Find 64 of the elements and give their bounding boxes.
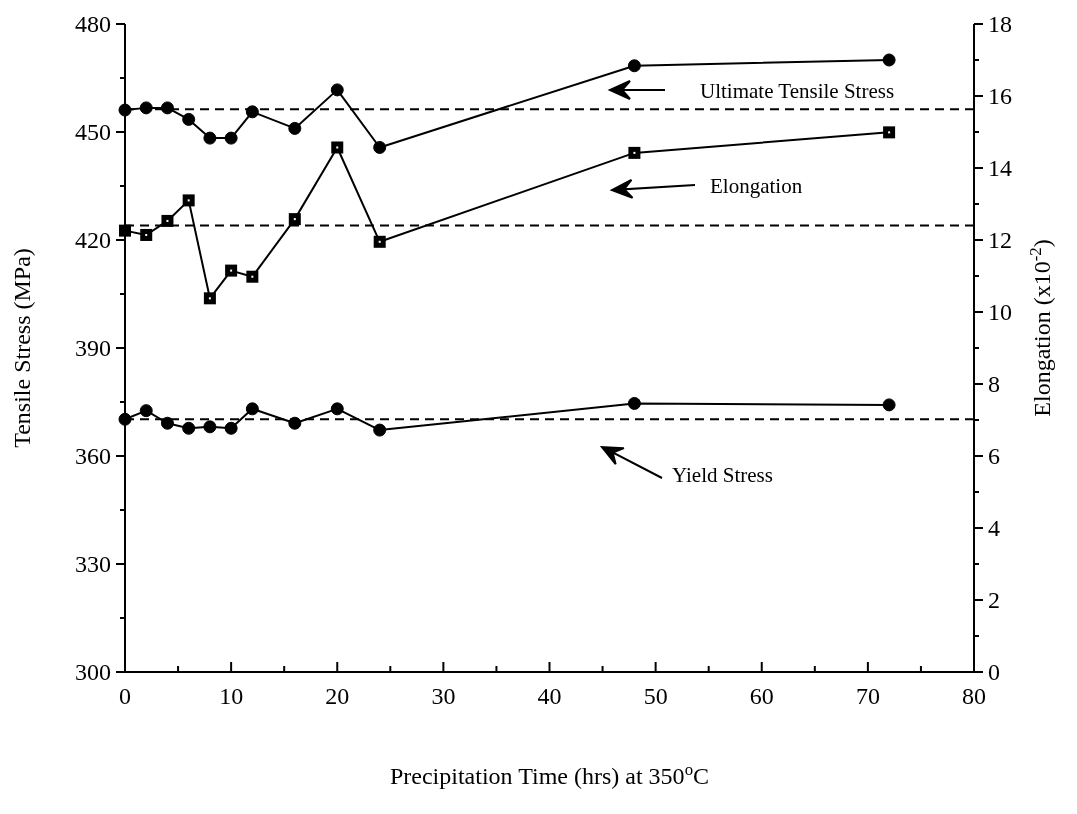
y2-tick-label: 16 bbox=[988, 83, 1012, 109]
point bbox=[203, 131, 217, 145]
point bbox=[246, 270, 259, 283]
y-tick-label: 360 bbox=[75, 443, 111, 469]
x-tick-label: 80 bbox=[962, 683, 986, 709]
point bbox=[882, 53, 896, 67]
point bbox=[182, 112, 196, 126]
y2-tick-label: 6 bbox=[988, 443, 1000, 469]
point bbox=[288, 121, 302, 135]
point bbox=[160, 101, 174, 115]
point bbox=[140, 228, 153, 241]
point bbox=[224, 421, 238, 435]
point bbox=[627, 59, 641, 73]
y-tick-label: 480 bbox=[75, 11, 111, 37]
x-tick-label: 60 bbox=[749, 683, 774, 709]
y-axis-title: Tensile Stress (MPa) bbox=[9, 248, 35, 448]
point bbox=[330, 83, 344, 97]
point bbox=[331, 141, 344, 154]
point bbox=[245, 105, 259, 119]
x-axis-title: Precipitation Time (hrs) at 350$^{o}$C bbox=[389, 759, 710, 789]
y2-tick-label: 18 bbox=[988, 11, 1012, 37]
y2-tick-label: 12 bbox=[988, 227, 1012, 253]
x-tick-label: 10 bbox=[219, 683, 244, 709]
point bbox=[203, 292, 216, 305]
point bbox=[628, 146, 641, 159]
point bbox=[288, 213, 301, 226]
y-tick-label: 420 bbox=[75, 227, 111, 253]
legend-label: Yield Stress bbox=[672, 463, 773, 487]
y-tick-label: 300 bbox=[75, 659, 111, 685]
point bbox=[160, 416, 174, 430]
point bbox=[182, 421, 196, 435]
x-tick-label: 20 bbox=[325, 683, 350, 709]
point bbox=[373, 140, 387, 154]
x-tick-label: 70 bbox=[855, 683, 880, 709]
y2-tick-label: 10 bbox=[988, 299, 1012, 325]
point bbox=[203, 420, 217, 434]
point bbox=[161, 214, 174, 227]
y2-tick-label: 8 bbox=[988, 371, 1000, 397]
y2-tick-label: 4 bbox=[988, 515, 1000, 541]
point bbox=[182, 194, 195, 207]
x-tick-label: 30 bbox=[431, 683, 456, 709]
x-tick-label: 50 bbox=[643, 683, 668, 709]
legend-label: Elongation bbox=[710, 174, 803, 198]
legend-label: Ultimate Tensile Stress bbox=[700, 79, 895, 103]
x-tick-label: 40 bbox=[537, 683, 562, 709]
point bbox=[245, 402, 259, 416]
point bbox=[883, 126, 896, 139]
y2-tick-label: 14 bbox=[988, 155, 1012, 181]
point bbox=[224, 131, 238, 145]
point bbox=[627, 396, 641, 410]
x-tick-label: 0 bbox=[119, 683, 131, 709]
point bbox=[139, 404, 153, 418]
y2-tick-label: 2 bbox=[988, 587, 1000, 613]
y-tick-label: 330 bbox=[75, 551, 111, 577]
y2-tick-label: 0 bbox=[988, 659, 1000, 685]
point bbox=[225, 264, 238, 277]
point bbox=[288, 416, 302, 430]
point bbox=[882, 398, 896, 412]
point bbox=[330, 402, 344, 416]
y-tick-label: 390 bbox=[75, 335, 111, 361]
point bbox=[373, 423, 387, 437]
point bbox=[139, 101, 153, 115]
y-tick-label: 450 bbox=[75, 119, 111, 145]
point bbox=[373, 235, 386, 248]
